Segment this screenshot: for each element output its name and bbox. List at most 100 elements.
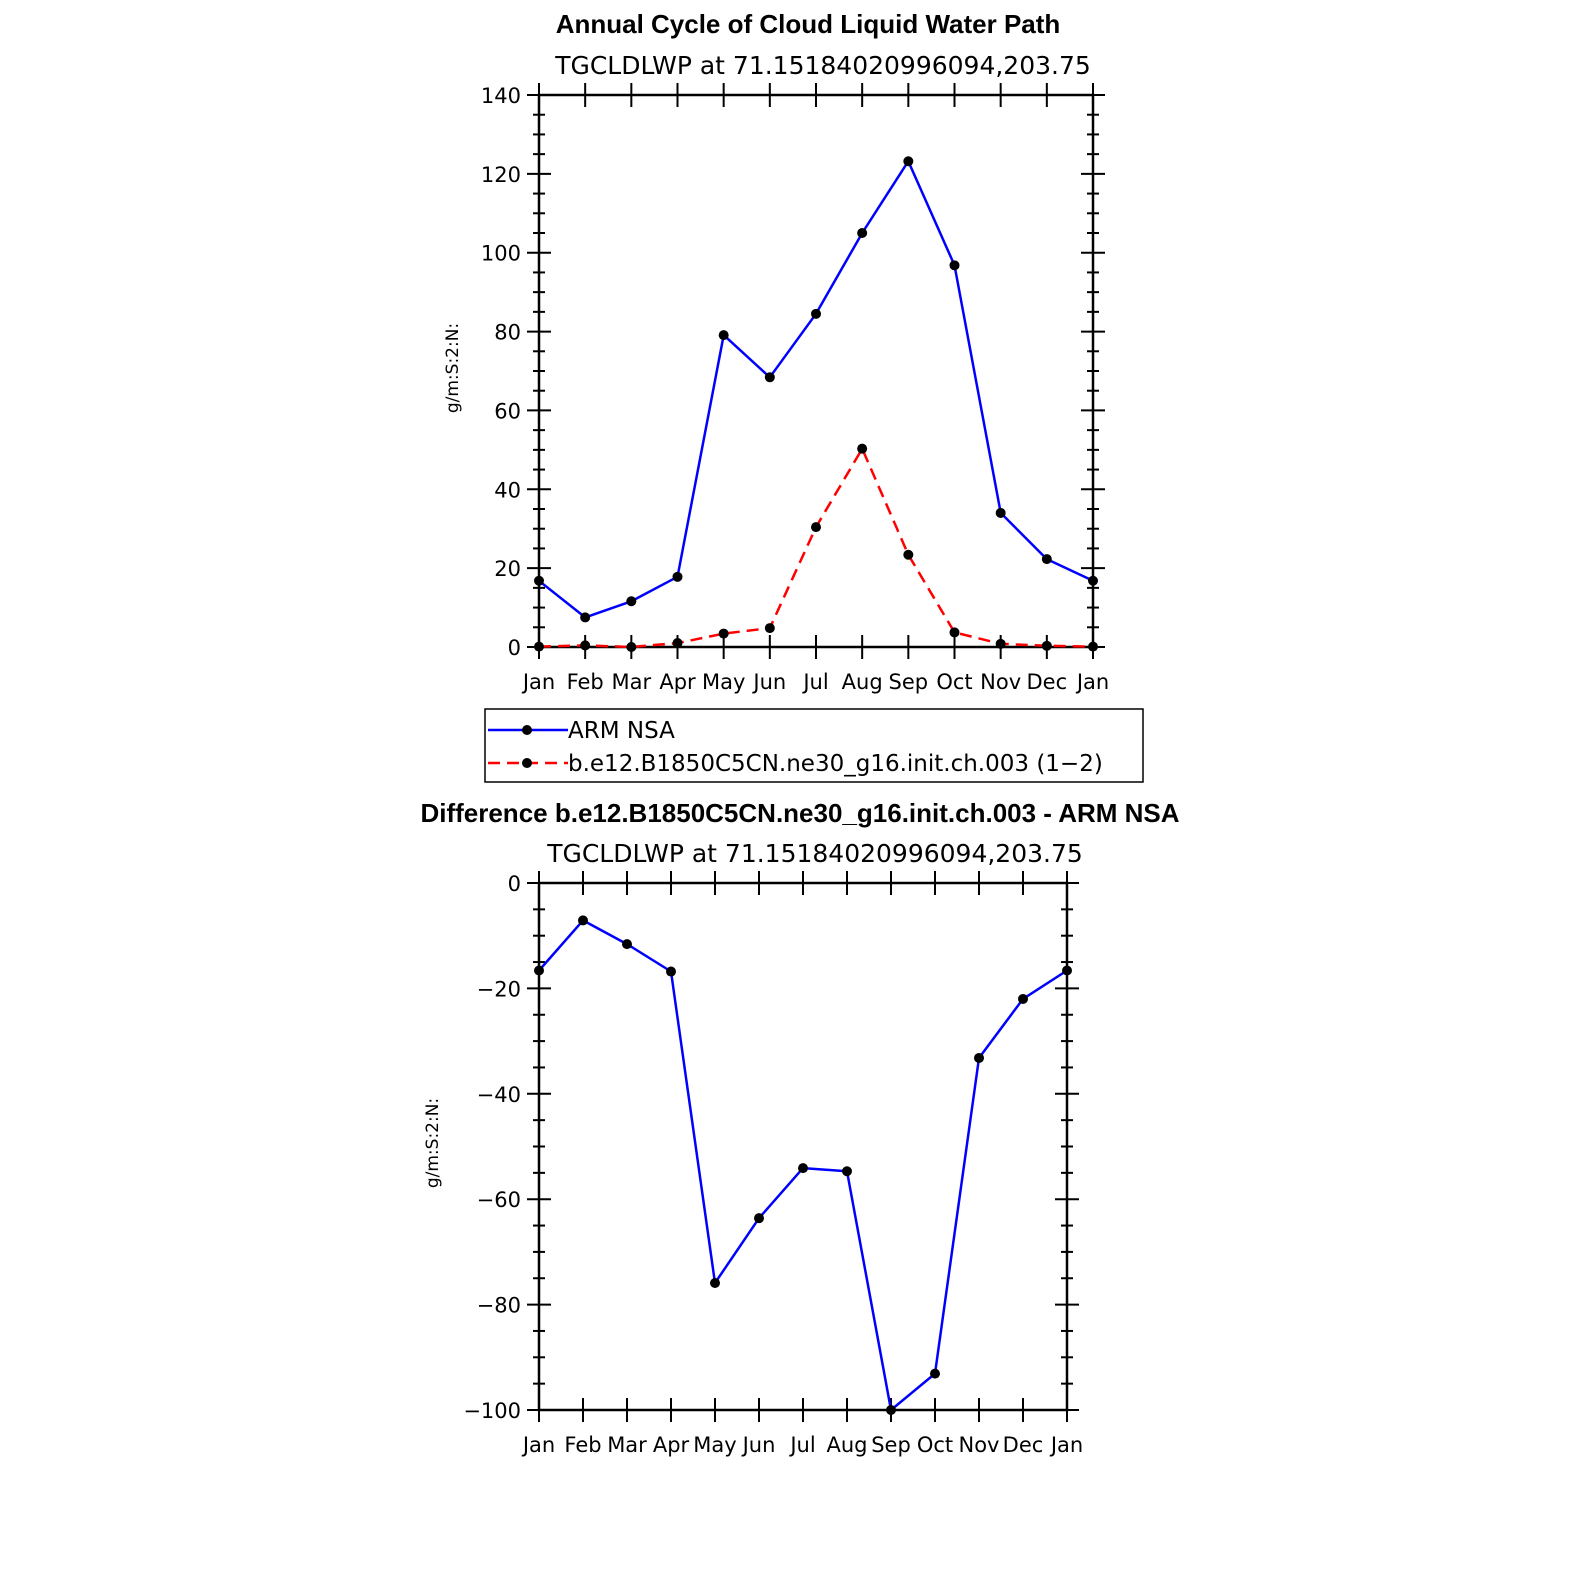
x-tick-label: Nov	[959, 1433, 1000, 1457]
data-point	[811, 308, 821, 319]
plot-series	[534, 156, 1098, 652]
data-point	[930, 1368, 940, 1379]
series-line-0	[538, 159, 1094, 619]
x-tick-label: Apr	[659, 670, 696, 694]
x-tick-label: Oct	[936, 670, 972, 694]
data-point	[842, 1166, 852, 1177]
x-tick-label: Aug	[842, 670, 883, 694]
x-tick-label: Jan	[1075, 670, 1109, 694]
data-point	[764, 623, 775, 634]
x-tick-label: Sep	[889, 670, 929, 694]
data-point	[622, 939, 632, 950]
x-tick-label: Apr	[653, 1433, 690, 1457]
legend-label-model: b.e12.B1850C5CN.ne30_g16.init.ch.003 (1−…	[568, 751, 1103, 777]
series-line-1	[538, 447, 1094, 649]
data-point	[811, 522, 821, 533]
difference-chart: Difference b.e12.B1850C5CN.ne30_g16.init…	[420, 798, 1179, 1457]
x-tick-label: Oct	[917, 1433, 953, 1457]
plot-frame	[537, 93, 1095, 649]
data-point	[995, 507, 1006, 518]
legend-label-arm-nsa: ARM NSA	[568, 718, 675, 744]
data-point	[710, 1277, 720, 1288]
x-tick-label: Dec	[1003, 1433, 1044, 1457]
data-point	[580, 612, 591, 623]
data-point	[580, 640, 591, 651]
x-tick-label: Mar	[612, 670, 652, 694]
data-point	[626, 642, 637, 652]
y-tick-label: −20	[477, 977, 521, 1001]
x-tick-label: Sep	[871, 1433, 911, 1457]
plot-frame	[537, 881, 1069, 1412]
data-point	[534, 965, 544, 976]
x-tick-label: Jan	[1049, 1433, 1083, 1457]
data-point	[1062, 965, 1072, 976]
x-tick-label: Dec	[1027, 670, 1068, 694]
legend: ARM NSA b.e12.B1850C5CN.ne30_g16.init.ch…	[484, 708, 1144, 783]
data-point	[672, 571, 683, 582]
chart-title: Annual Cycle of Cloud Liquid Water Path	[556, 9, 1061, 39]
x-tick-label: Jan	[521, 670, 555, 694]
data-point	[949, 260, 960, 271]
data-point	[718, 628, 729, 639]
y-axis-label: g/m:S:2:N:	[443, 323, 463, 413]
x-tick-label: Jan	[521, 1433, 555, 1457]
data-point	[903, 156, 914, 167]
plot-axes: −100 −80 −60 −40 −20 0 Jan Feb Mar Apr May Jun Jul Au…	[463, 871, 1083, 1457]
data-point	[1088, 575, 1098, 586]
data-point	[764, 372, 775, 383]
y-tick-label: 0	[508, 872, 521, 896]
data-point	[754, 1213, 764, 1224]
y-tick-label: 40	[494, 478, 521, 502]
legend-marker-model	[522, 758, 532, 768]
data-point	[1018, 993, 1028, 1004]
data-point	[534, 575, 544, 586]
legend-box	[484, 708, 1144, 783]
y-tick-label: −60	[477, 1188, 521, 1212]
y-axis-label: g/m:S:2:N:	[423, 1098, 443, 1188]
data-point	[949, 627, 960, 638]
y-tick-label: 60	[494, 399, 521, 423]
data-point	[1041, 554, 1052, 565]
x-tick-label: Jul	[788, 1433, 815, 1457]
data-point	[974, 1052, 984, 1063]
y-tick-label: −40	[477, 1083, 521, 1107]
x-tick-label: Jun	[751, 670, 786, 694]
annual-cycle-chart: Annual Cycle of Cloud Liquid Water Path …	[443, 9, 1109, 694]
y-tick-label: 100	[481, 242, 521, 266]
x-tick-label: Aug	[826, 1433, 867, 1457]
x-tick-label: Jul	[801, 670, 828, 694]
chart-subtitle: TGCLDLWP at 71.15184020996094,203.75	[546, 839, 1083, 868]
x-tick-label: Jun	[741, 1433, 776, 1457]
y-tick-label: 0	[508, 636, 521, 660]
y-tick-label: 140	[481, 84, 521, 108]
x-tick-label: May	[702, 670, 745, 694]
data-point	[666, 966, 676, 977]
x-tick-label: Nov	[980, 670, 1021, 694]
x-tick-label: Feb	[564, 1433, 601, 1457]
data-point	[995, 638, 1006, 649]
data-point	[626, 596, 637, 607]
data-point	[886, 1405, 896, 1415]
y-tick-label: −80	[477, 1294, 521, 1318]
data-point	[1088, 641, 1098, 652]
data-point	[903, 549, 914, 560]
data-point	[672, 638, 683, 649]
y-tick-label: 120	[481, 163, 521, 187]
x-tick-label: Mar	[607, 1433, 647, 1457]
chart-subtitle: TGCLDLWP at 71.15184020996094,203.75	[554, 51, 1091, 80]
data-point	[534, 641, 544, 652]
data-point	[798, 1163, 808, 1174]
data-point	[1041, 640, 1052, 651]
x-tick-label: Feb	[567, 670, 604, 694]
legend-marker-arm-nsa	[522, 725, 532, 735]
plot-series	[534, 915, 1072, 1415]
y-tick-label: 20	[494, 557, 521, 581]
data-point	[718, 330, 729, 341]
chart-title: Difference b.e12.B1850C5CN.ne30_g16.init…	[420, 798, 1179, 828]
data-point	[857, 443, 868, 454]
plot-axes: 0 20 40 60 80 100 120 140 Jan Feb Mar Apr May Jun Jul A…	[481, 83, 1109, 694]
y-tick-label: −100	[463, 1399, 521, 1423]
data-point	[857, 228, 868, 238]
y-tick-label: 80	[494, 321, 521, 345]
data-point	[578, 915, 588, 926]
